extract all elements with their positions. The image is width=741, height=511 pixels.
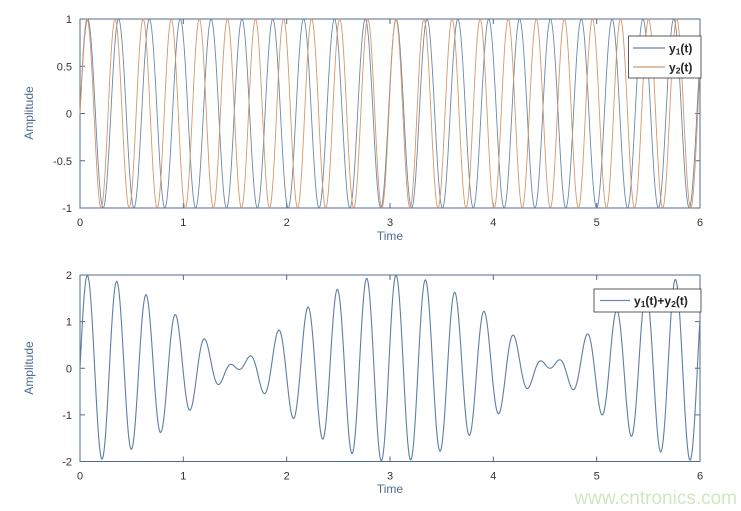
svg-text:2: 2	[66, 270, 72, 282]
svg-text:5: 5	[594, 217, 600, 229]
svg-text:y2(t): y2(t)	[669, 61, 692, 76]
svg-text:3: 3	[387, 217, 393, 229]
svg-text:Amplitude: Amplitude	[22, 86, 36, 140]
svg-text:y1(t): y1(t)	[669, 42, 692, 57]
svg-text:2: 2	[284, 471, 290, 483]
svg-text:Time: Time	[377, 229, 404, 243]
svg-text:-0.5: -0.5	[53, 156, 72, 168]
svg-text:6: 6	[697, 471, 703, 483]
svg-text:1: 1	[180, 471, 186, 483]
svg-text:1: 1	[180, 217, 186, 229]
svg-text:1: 1	[66, 14, 72, 26]
svg-text:0: 0	[66, 363, 72, 375]
svg-text:-1: -1	[62, 203, 72, 215]
svg-text:-1: -1	[62, 410, 72, 422]
svg-text:-2: -2	[62, 457, 72, 469]
svg-text:4: 4	[490, 471, 496, 483]
svg-text:Time: Time	[377, 482, 404, 496]
svg-text:1: 1	[66, 317, 72, 329]
svg-text:0.5: 0.5	[57, 61, 72, 73]
svg-text:www.cntronics.com: www.cntronics.com	[573, 488, 737, 509]
svg-text:0: 0	[77, 217, 83, 229]
svg-text:0: 0	[77, 471, 83, 483]
svg-text:2: 2	[284, 217, 290, 229]
svg-text:3: 3	[387, 471, 393, 483]
svg-text:5: 5	[594, 471, 600, 483]
svg-text:0: 0	[66, 109, 72, 121]
svg-text:Amplitude: Amplitude	[22, 341, 36, 395]
svg-text:6: 6	[697, 217, 703, 229]
svg-text:4: 4	[490, 217, 496, 229]
